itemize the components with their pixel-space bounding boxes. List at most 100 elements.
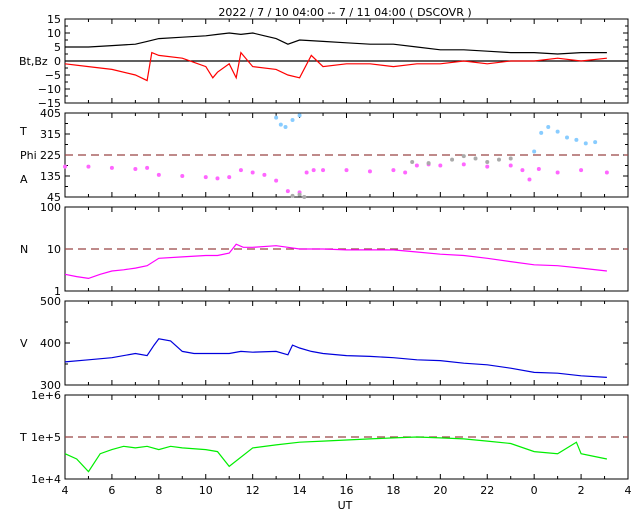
series-point-t xyxy=(546,125,551,129)
series-point-phi xyxy=(473,156,478,161)
series-point-a xyxy=(215,176,220,181)
y-axis-label: A xyxy=(20,173,28,186)
y-axis-label: N xyxy=(20,243,28,256)
chart-title: 2022 / 7 / 10 04:00 -- 7 / 11 04:00 ( DS… xyxy=(218,6,471,19)
series-point-a xyxy=(438,163,443,168)
y-tick-label: 45 xyxy=(47,191,61,204)
series-point-a xyxy=(403,170,408,175)
y-tick-label: 1 xyxy=(54,285,61,298)
x-tick-label: 10 xyxy=(199,484,213,497)
series-point-a xyxy=(461,162,466,167)
series-point-t xyxy=(539,130,544,135)
series-point-a xyxy=(227,175,232,180)
y-tick-label: 500 xyxy=(40,295,61,308)
series-point-t xyxy=(593,140,598,145)
series-line-bt xyxy=(65,32,607,55)
x-tick-label: 18 xyxy=(386,484,400,497)
series-point-a xyxy=(520,168,525,173)
x-axis-label: UT xyxy=(338,499,353,512)
x-tick-label: 8 xyxy=(155,484,162,497)
series-point-a xyxy=(344,168,349,173)
series-point-t xyxy=(274,115,279,120)
series-point-a xyxy=(250,170,255,175)
series-point-a xyxy=(508,163,513,168)
series-point-a xyxy=(156,172,161,177)
series-point-a xyxy=(180,174,185,178)
series-point-a xyxy=(109,165,114,170)
y-axis-label: T xyxy=(19,431,27,444)
x-tick-label: 2 xyxy=(578,484,585,497)
y-axis-label: Bt,Bz xyxy=(19,55,48,68)
y-tick-label: 400 xyxy=(40,337,61,350)
x-tick-label: 20 xyxy=(433,484,447,497)
series-point-a xyxy=(285,189,290,194)
series-point-phi xyxy=(426,161,431,166)
series-point-t xyxy=(574,137,579,142)
y-tick-label: 1e+5 xyxy=(31,431,61,444)
series-point-phi xyxy=(461,154,466,159)
series-point-t xyxy=(297,113,302,118)
series-point-a xyxy=(391,168,396,173)
series-point-a xyxy=(604,170,609,175)
series-point-a xyxy=(274,178,279,183)
y-tick-label: 135 xyxy=(40,170,61,183)
y-axis-label: T xyxy=(19,125,27,138)
panel-3: 100 10 1 N xyxy=(20,201,629,298)
series-point-a xyxy=(238,168,243,173)
series-point-a xyxy=(86,164,91,169)
series-point-t xyxy=(555,129,560,134)
series-point-phi xyxy=(290,193,295,198)
y-tick-label: 15 xyxy=(47,13,61,26)
series-point-a xyxy=(367,169,372,174)
series-point-t xyxy=(290,118,295,122)
series-point-a xyxy=(485,164,490,169)
series-point-a xyxy=(63,164,67,169)
y-tick-label: 10 xyxy=(47,243,61,256)
y-tick-label: 315 xyxy=(40,128,61,141)
x-tick-label: 14 xyxy=(293,484,307,497)
series-point-phi xyxy=(485,160,490,164)
x-tick-label: 16 xyxy=(340,484,354,497)
y-tick-label: 0 xyxy=(54,55,61,68)
series-point-a xyxy=(555,170,560,175)
panel-2: 405 315 225 135 45 T Phi A xyxy=(19,107,629,204)
series-point-a xyxy=(536,167,541,171)
series-point-a xyxy=(414,163,419,168)
series-point-t xyxy=(283,125,288,129)
y-tick-label: 1e+4 xyxy=(31,473,61,486)
y-tick-label: 1e+6 xyxy=(31,389,61,402)
series-point-a xyxy=(262,172,267,177)
series-line-bz xyxy=(64,51,607,82)
series-point-a xyxy=(304,170,309,175)
x-tick-label: 6 xyxy=(108,484,115,497)
y-axis-label: V xyxy=(20,337,28,350)
series-point-t xyxy=(565,135,570,140)
x-tick-label: 4 xyxy=(62,484,69,497)
y-tick-label: −15 xyxy=(38,97,61,110)
series-point-a xyxy=(311,168,316,173)
series-point-a xyxy=(203,175,208,180)
series-point-t xyxy=(583,141,588,146)
series-point-a xyxy=(579,168,584,173)
x-tick-label: 0 xyxy=(531,484,538,497)
y-tick-label: −5 xyxy=(45,69,61,82)
series-point-t xyxy=(278,122,283,127)
series-point-phi xyxy=(496,157,501,162)
series-line-v xyxy=(64,338,607,378)
y-axis-label: Phi xyxy=(20,149,37,162)
series-point-phi xyxy=(410,160,415,164)
x-tick-label: 4 xyxy=(625,484,632,497)
y-tick-label: 5 xyxy=(54,41,61,54)
series-point-phi xyxy=(297,192,302,197)
panel-4: 500 400 300 V xyxy=(20,295,629,392)
panels: 151050−5−10−15Bt,Bz40531522513545TPhiA10… xyxy=(19,13,632,497)
series-point-phi xyxy=(450,157,455,162)
y-tick-label: 300 xyxy=(40,379,61,392)
x-tick-label: 22 xyxy=(480,484,494,497)
series-point-a xyxy=(133,167,138,171)
series-point-phi xyxy=(508,156,513,161)
y-tick-label: 10 xyxy=(47,27,61,40)
series-line-n xyxy=(64,243,607,280)
